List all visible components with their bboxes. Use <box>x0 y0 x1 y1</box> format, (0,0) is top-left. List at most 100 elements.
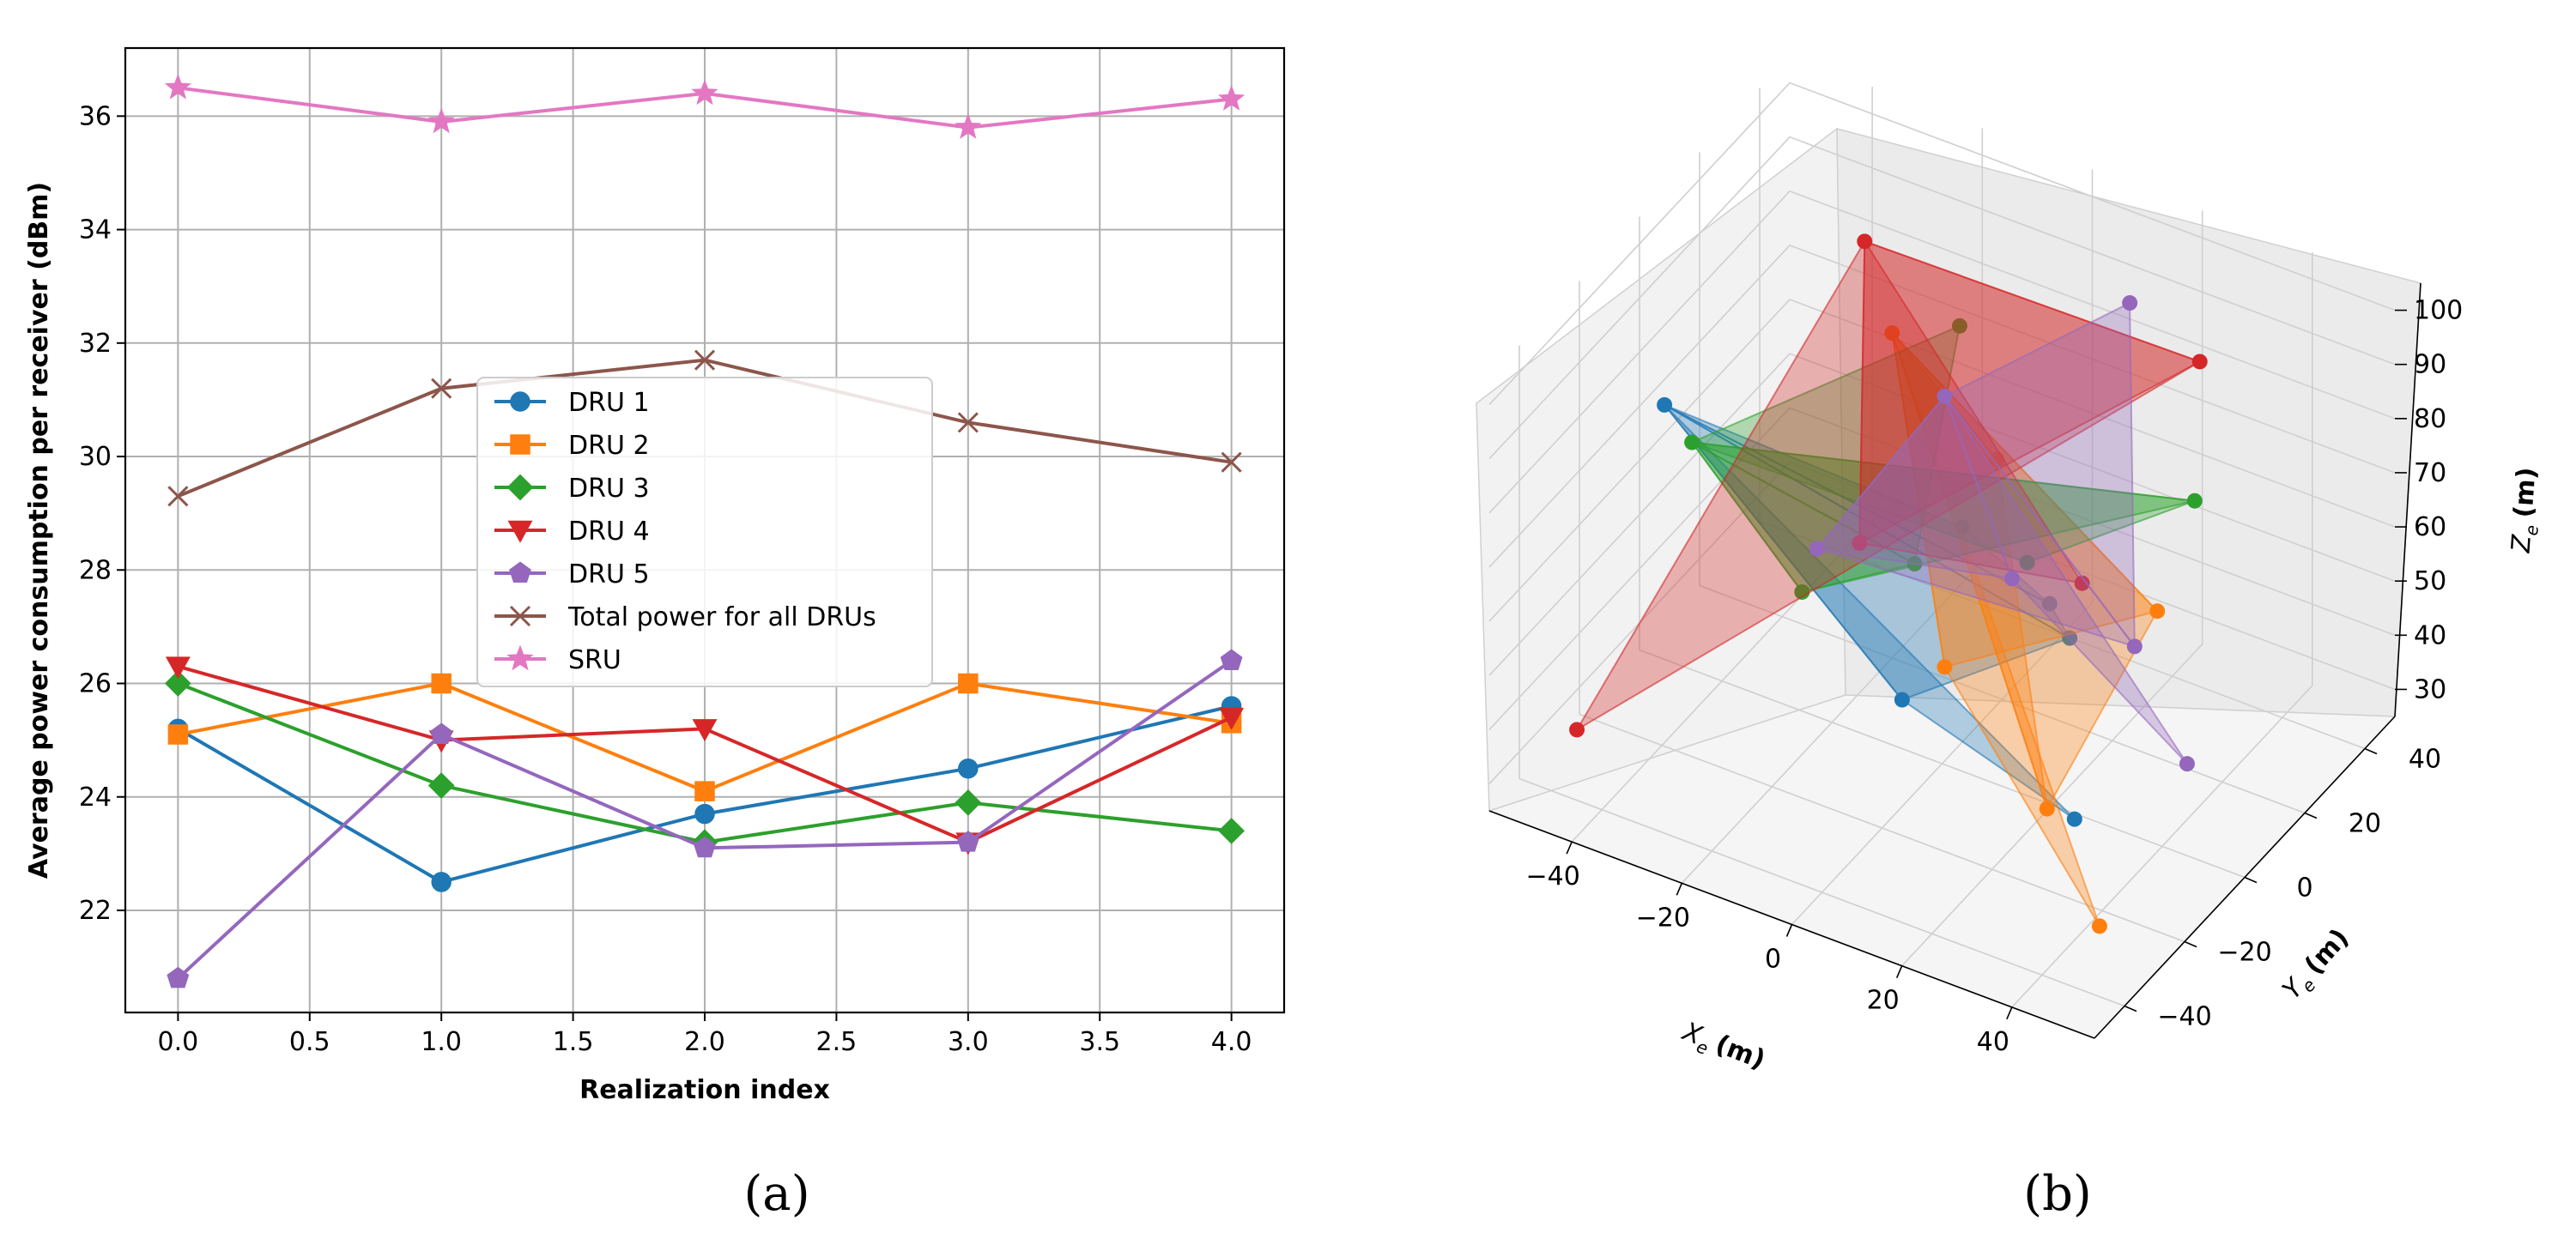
3d-chart-panel: −40 −20 0 20 40 −40 −20 0 20 40 30 40 50 60 70 80 90 10… <box>1476 82 2547 1222</box>
legend-item: SRU <box>494 644 621 675</box>
y-tick-label: 32 <box>79 329 112 359</box>
data-point <box>1221 451 1242 473</box>
data-point <box>2041 595 2058 612</box>
z-tick-label: 50 <box>2414 566 2446 596</box>
y-tick-label: 34 <box>79 215 112 245</box>
y-axis-label: Ye(m) <box>2276 923 2358 1008</box>
data-point <box>1951 317 1967 334</box>
y-tick-mark <box>2304 812 2318 819</box>
data-point <box>1569 722 1585 738</box>
x-tick-label: 0.0 <box>158 1027 199 1057</box>
legend-item: DRU 3 <box>494 474 650 504</box>
data-point <box>1217 85 1246 111</box>
data-point <box>2179 756 2195 772</box>
z-tick-label: 80 <box>2414 404 2446 434</box>
y-tick-mark <box>2244 876 2258 884</box>
legend-item: DRU 2 <box>494 431 650 461</box>
legend: DRU 1 DRU 2 DRU 3 DRU 4 DRU 5 Total power for… <box>476 377 933 687</box>
z-axis-label: Ze (m) <box>2506 466 2547 554</box>
x-tick-mark <box>2006 1006 2013 1020</box>
group-face <box>1664 404 2076 820</box>
z-tick-label: 100 <box>2414 296 2463 326</box>
data-point <box>427 772 455 799</box>
3d-groups <box>1569 233 2208 934</box>
data-point <box>1809 541 1825 557</box>
data-point <box>1937 388 1953 404</box>
x-axis-ticks: −40 −20 0 20 40 <box>1525 841 2013 1057</box>
data-point <box>167 486 189 507</box>
y-gridline <box>1639 216 2246 879</box>
legend-marker <box>507 520 533 543</box>
legend-marker <box>510 391 530 412</box>
x-gridline <box>2011 251 2313 1008</box>
z-tick-label: 30 <box>2414 674 2446 704</box>
data-point <box>167 724 189 745</box>
x-label-unit: (m) <box>1712 1030 1769 1076</box>
y-gridline <box>1518 345 2125 1007</box>
data-point <box>430 722 453 745</box>
data-point <box>431 378 452 399</box>
z-label-unit: (m) <box>2508 466 2542 518</box>
legend-label: Total power for all DRUs <box>567 602 876 632</box>
x-axis-ticks: 0.0 0.5 1.0 1.5 2.0 2.5 3.0 3.5 4.0 <box>158 1012 1252 1057</box>
legend-label: DRU 1 <box>568 388 650 418</box>
z-tick-label: 90 <box>2414 350 2446 380</box>
data-point <box>2066 811 2082 827</box>
group-face <box>1858 238 2084 585</box>
y-tick-mark <box>2364 747 2378 755</box>
z-label-main: Z <box>2506 533 2538 554</box>
data-point <box>2186 493 2203 509</box>
data-point <box>955 113 982 139</box>
legend-item: DRU 4 <box>494 517 650 547</box>
data-point <box>694 803 715 825</box>
x-tick-label: 0 <box>1765 945 1781 975</box>
legend-marker <box>506 644 534 671</box>
data-point <box>694 836 716 858</box>
y-axis-label: Average power consumption per receiver (… <box>24 182 54 879</box>
legend-marker <box>506 474 534 501</box>
z-gridline <box>1488 82 2396 406</box>
data-point <box>694 349 716 371</box>
y-label-unit: (m) <box>2299 923 2355 981</box>
y-gridline <box>1579 281 2185 943</box>
data-point <box>2191 354 2208 370</box>
y-tick-label: 26 <box>79 669 112 699</box>
x-tick-mark <box>1566 841 1573 855</box>
legend-label: DRU 4 <box>568 517 650 547</box>
data-point <box>1684 434 1700 450</box>
x-tick-label: 0.5 <box>289 1027 330 1057</box>
legend-label: DRU 2 <box>568 431 650 461</box>
line-chart-panel: 0.0 0.5 1.0 1.5 2.0 2.5 3.0 3.5 4.0 22 24 26 28 30 32… <box>24 46 1286 1222</box>
group-face <box>1943 396 2188 765</box>
data-point <box>2126 638 2143 655</box>
y-tick-mark <box>2184 940 2197 948</box>
y-tick-label: 22 <box>79 896 112 926</box>
x-tick-label: 3.5 <box>1079 1027 1120 1057</box>
y-gridline <box>1759 88 2366 750</box>
data-point <box>1218 818 1245 844</box>
data-point <box>2039 801 2055 817</box>
svg-text:Ye(m): Ye(m) <box>2276 923 2358 1008</box>
legend-item: DRU 1 <box>494 388 650 418</box>
x-tick-mark <box>1676 883 1683 896</box>
group-dru-1 <box>1657 396 2082 827</box>
data-point <box>1794 583 1810 600</box>
y-tick-label: 28 <box>79 555 112 585</box>
x-tick-label: 20 <box>1867 986 1900 1016</box>
y-tick-label: 20 <box>2349 809 2381 839</box>
group-dru-5 <box>1809 295 2195 772</box>
data-point <box>427 107 455 134</box>
data-point <box>957 412 979 433</box>
legend-label: SRU <box>568 645 621 675</box>
data-point <box>1220 649 1243 671</box>
x-tick-label: 4.0 <box>1211 1027 1252 1057</box>
data-point <box>1894 692 1910 708</box>
series-sru <box>164 73 1246 139</box>
x-tick-label: 2.0 <box>684 1027 725 1057</box>
svg-text:Ze(m): Ze (m) <box>2506 466 2547 554</box>
data-point <box>167 966 190 988</box>
panel-a-caption: (a) <box>743 1166 809 1222</box>
series-total-power-for-all-drus <box>167 349 1242 507</box>
legend-box <box>476 377 933 687</box>
y-tick-label: −20 <box>2217 938 2271 968</box>
